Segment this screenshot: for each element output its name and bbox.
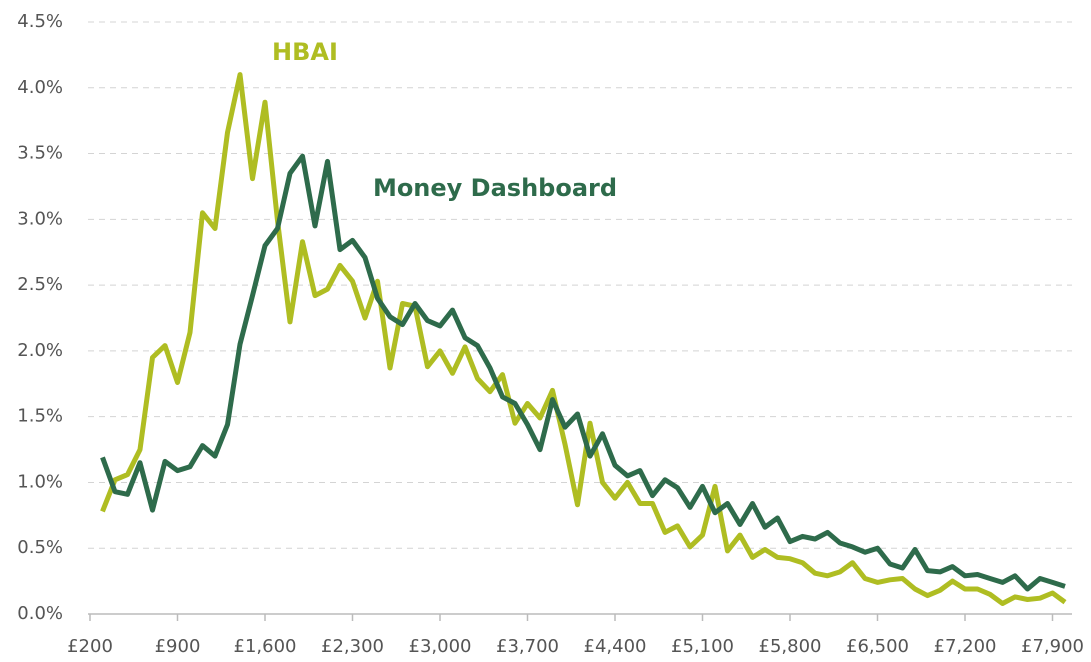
x-tick-label: £4,400 (584, 636, 647, 657)
x-tick-label: £7,200 (934, 636, 997, 657)
x-tick-label: £5,100 (671, 636, 734, 657)
series-label: Money Dashboard (373, 174, 617, 202)
y-tick-label: 4.5% (17, 11, 63, 32)
x-tick-label: £5,800 (759, 636, 822, 657)
x-tick-label: £1,600 (234, 636, 297, 657)
x-tick-label: £6,500 (846, 636, 909, 657)
y-tick-label: 0.0% (17, 603, 63, 624)
series-line (100, 153, 1066, 592)
y-tick-label: 0.5% (17, 537, 63, 558)
y-tick-label: 2.0% (17, 340, 63, 361)
x-tick-label: £2,300 (321, 636, 384, 657)
x-tick-label: £900 (155, 636, 201, 657)
x-tick-label: £7,900 (1021, 636, 1084, 657)
y-tick-label: 1.0% (17, 471, 63, 492)
series-label: HBAI (272, 38, 338, 66)
series-line (100, 72, 1067, 606)
x-tick-label: £3,700 (496, 636, 559, 657)
x-tick-label: £200 (67, 636, 113, 657)
y-tick-label: 3.5% (17, 143, 63, 164)
x-tick-label: £3,000 (409, 636, 472, 657)
y-tick-label: 3.0% (17, 208, 63, 229)
y-tick-label: 4.0% (17, 77, 63, 98)
y-tick-label: 1.5% (17, 406, 63, 427)
y-tick-label: 2.5% (17, 274, 63, 295)
